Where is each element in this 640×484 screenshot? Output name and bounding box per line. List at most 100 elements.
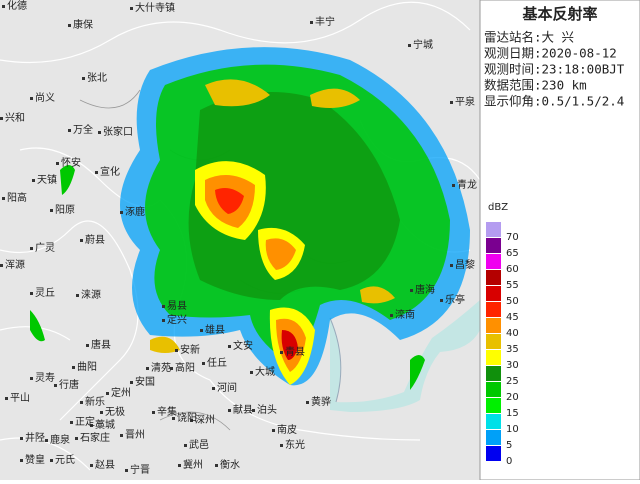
info-line: 显示仰角:0.5/1.5/2.4 xyxy=(484,94,624,109)
place-dot xyxy=(0,264,3,267)
place-dot xyxy=(280,444,283,447)
place-dot xyxy=(250,371,253,374)
place-label: 化德 xyxy=(7,0,27,12)
place-label: 平山 xyxy=(10,392,30,404)
place-dot xyxy=(152,411,155,414)
place-dot xyxy=(72,366,75,369)
place-label: 黄骅 xyxy=(311,395,331,408)
place-dot xyxy=(228,409,231,412)
place-dot xyxy=(162,305,165,308)
place-label: 大城 xyxy=(255,365,275,378)
legend-swatch xyxy=(486,318,501,333)
place-label: 大什寺镇 xyxy=(135,1,175,14)
place-dot xyxy=(98,131,101,134)
legend-label: 15 xyxy=(506,408,519,419)
place-label: 安新 xyxy=(180,343,200,356)
legend-label: 25 xyxy=(506,376,519,387)
place-label: 深州 xyxy=(195,414,215,426)
legend-swatch xyxy=(486,414,501,429)
legend-unit: dBZ xyxy=(488,202,508,213)
place-dot xyxy=(306,401,309,404)
place-label: 泊头 xyxy=(257,404,277,416)
place-label: 石家庄 xyxy=(80,431,110,444)
place-dot xyxy=(184,444,187,447)
legend-label: 5 xyxy=(506,440,512,451)
place-label: 武邑 xyxy=(189,438,209,451)
info-line: 观测日期:2020-08-12 xyxy=(484,46,617,61)
place-dot xyxy=(56,162,59,165)
place-dot xyxy=(212,387,215,390)
place-dot xyxy=(200,329,203,332)
place-label: 万全 xyxy=(73,123,93,136)
place-label: 涞源 xyxy=(81,288,101,301)
place-label: 怀安 xyxy=(61,156,81,169)
place-dot xyxy=(215,464,218,467)
place-dot xyxy=(82,77,85,80)
place-label: 藁城 xyxy=(95,418,115,431)
place-label: 张家口 xyxy=(103,125,133,138)
place-dot xyxy=(130,381,133,384)
place-dot xyxy=(178,464,181,467)
legend-swatch xyxy=(486,222,501,237)
place-dot xyxy=(130,7,133,10)
place-label: 赵县 xyxy=(95,458,115,471)
place-label: 赞皇 xyxy=(25,453,45,466)
place-dot xyxy=(450,264,453,267)
place-dot xyxy=(50,459,53,462)
legend-label: 70 xyxy=(506,232,519,243)
place-label: 定兴 xyxy=(167,313,187,326)
place-dot xyxy=(32,179,35,182)
place-dot xyxy=(170,367,173,370)
place-label: 康保 xyxy=(73,18,93,31)
legend-label: 45 xyxy=(506,312,519,323)
place-dot xyxy=(95,171,98,174)
place-label: 元氏 xyxy=(55,454,75,466)
place-label: 广灵 xyxy=(35,242,55,254)
info-line: 观测时间:23:18:00BJT xyxy=(484,62,625,77)
place-label: 文安 xyxy=(233,339,253,352)
place-dot xyxy=(408,44,411,47)
place-dot xyxy=(450,101,453,104)
place-label: 新乐 xyxy=(85,395,105,408)
place-dot xyxy=(50,209,53,212)
place-dot xyxy=(125,469,128,472)
place-dot xyxy=(0,117,3,120)
place-label: 定州 xyxy=(111,386,131,399)
place-dot xyxy=(75,437,78,440)
place-dot xyxy=(30,97,33,100)
place-label: 灵丘 xyxy=(35,287,55,299)
place-dot xyxy=(80,401,83,404)
place-dot xyxy=(228,345,231,348)
info-line: 雷达站名:大 兴 xyxy=(484,30,574,45)
place-label: 滦南 xyxy=(395,308,415,321)
place-dot xyxy=(68,24,71,27)
place-label: 献县 xyxy=(233,403,253,416)
legend-swatch xyxy=(486,366,501,381)
legend-swatch xyxy=(486,350,501,365)
legend-swatch xyxy=(486,446,501,461)
place-label: 无极 xyxy=(105,405,125,418)
place-dot xyxy=(5,397,8,400)
legend-label: 65 xyxy=(506,248,519,259)
place-label: 青县 xyxy=(285,345,305,358)
place-label: 南皮 xyxy=(277,423,297,436)
place-label: 灵寿 xyxy=(35,371,55,384)
radar-echo xyxy=(30,47,470,390)
place-label: 乐亭 xyxy=(445,293,465,306)
legend-swatch xyxy=(486,302,501,317)
place-label: 雄县 xyxy=(205,323,225,336)
place-dot xyxy=(175,349,178,352)
legend-swatch xyxy=(486,270,501,285)
place-dot xyxy=(90,424,93,427)
place-label: 任丘 xyxy=(207,356,227,369)
place-dot xyxy=(120,211,123,214)
place-label: 阳原 xyxy=(55,204,75,216)
place-dot xyxy=(440,299,443,302)
place-label: 唐县 xyxy=(91,338,111,351)
place-label: 唐海 xyxy=(415,283,435,296)
place-label: 蔚县 xyxy=(85,234,105,246)
place-label: 尚义 xyxy=(35,91,55,104)
panel-background xyxy=(479,0,640,481)
